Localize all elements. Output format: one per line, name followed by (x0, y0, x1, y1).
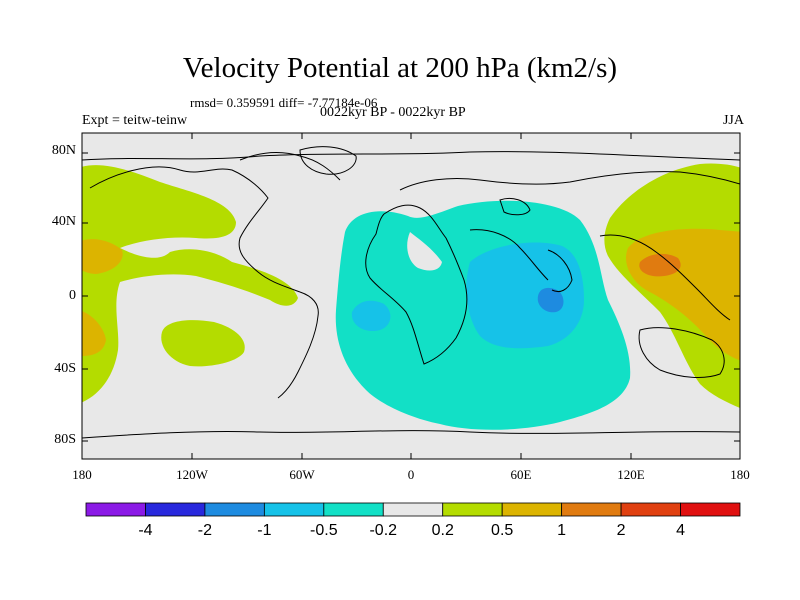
lon-label-60w: 60W (289, 467, 315, 482)
lat-label-40s: 40S (54, 361, 76, 376)
colorbar-tick-label: -4 (138, 522, 153, 539)
contour-pos-0-2-east-pacific (82, 165, 298, 403)
stats-label: rmsd= 0.359591 diff= -7.77184e-06 (190, 95, 378, 110)
colorbar-box (561, 502, 622, 517)
colorbar-tick-label: -0.5 (310, 522, 338, 539)
colorbar-box (382, 502, 444, 517)
colorbar-box (263, 502, 325, 517)
colorbar-box (323, 502, 384, 517)
colorbar-box (442, 502, 503, 517)
lon-label-180e: 180 (730, 467, 750, 482)
lat-label-80n: 80N (51, 143, 76, 158)
colorbar-tick-label: -0.2 (369, 522, 398, 539)
lon-label-180w: 180 (72, 467, 92, 482)
contour-pos-1-west-pacific (639, 253, 681, 277)
lon-label-60e: 60E (510, 467, 532, 482)
lat-label-0: 0 (69, 288, 76, 303)
lon-label-120e: 120E (617, 467, 645, 482)
colorbar-tick-label: 0.2 (431, 522, 454, 539)
plot-title: Velocity Potential at 200 hPa (km2/s) (182, 52, 618, 84)
colorbar-tick-label: 2 (616, 522, 626, 539)
contour-neg-0-5-africa (466, 242, 584, 349)
contour-gap-gray (407, 232, 442, 271)
lat-label-80s: 80S (54, 432, 76, 447)
colorbar-tick-label: 1 (557, 522, 567, 539)
colorbar-box (85, 502, 146, 517)
colorbar-box (680, 502, 741, 517)
lon-label-120w: 120W (176, 467, 208, 482)
colorbar-tick-label: -1 (257, 522, 272, 539)
colorbar-box (501, 502, 563, 517)
map-fields (82, 133, 740, 459)
contour-pos-0-5-east-pacific-south (82, 311, 106, 356)
coastlines (82, 146, 740, 439)
colorbar-box (620, 502, 681, 517)
season-label: JJA (722, 113, 744, 128)
contour-pos-0-5-east-pacific-north (82, 239, 123, 274)
colorbar-tick-label: 4 (676, 522, 685, 539)
period-label: 0022kyr BP - 0022kyr BP (320, 105, 466, 120)
lon-label-0: 0 (407, 467, 415, 482)
colorbar-box (204, 502, 265, 517)
colorbar-box (145, 502, 206, 517)
axis-ticks (82, 133, 740, 459)
experiment-label: Expt = teitw-teinw (82, 113, 188, 128)
colorbar-tick-label: -2 (197, 522, 213, 539)
contour-neg-1 (537, 287, 564, 313)
colorbar (85, 502, 741, 517)
contour-pos-0-2-south-pacific (161, 320, 245, 367)
lat-label-40n: 40N (51, 214, 76, 229)
colorbar-tick-label: 0.5 (491, 522, 514, 539)
contour-neg-0-5-atlantic (351, 300, 391, 332)
